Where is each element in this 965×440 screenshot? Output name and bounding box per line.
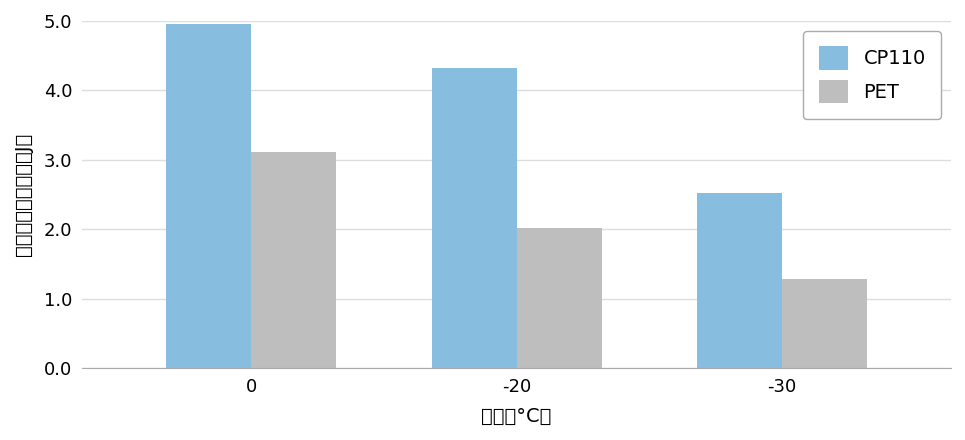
Legend: CP110, PET: CP110, PET bbox=[803, 31, 942, 119]
Bar bbox=[516, 228, 601, 368]
Bar bbox=[431, 68, 516, 368]
X-axis label: 湿度（°C）: 湿度（°C） bbox=[482, 407, 552, 426]
Bar bbox=[697, 193, 782, 368]
Bar bbox=[251, 152, 336, 368]
Y-axis label: デュポン衝撃強度（J）: デュポン衝撃強度（J） bbox=[14, 133, 33, 256]
Bar bbox=[166, 24, 251, 368]
Bar bbox=[782, 279, 867, 368]
